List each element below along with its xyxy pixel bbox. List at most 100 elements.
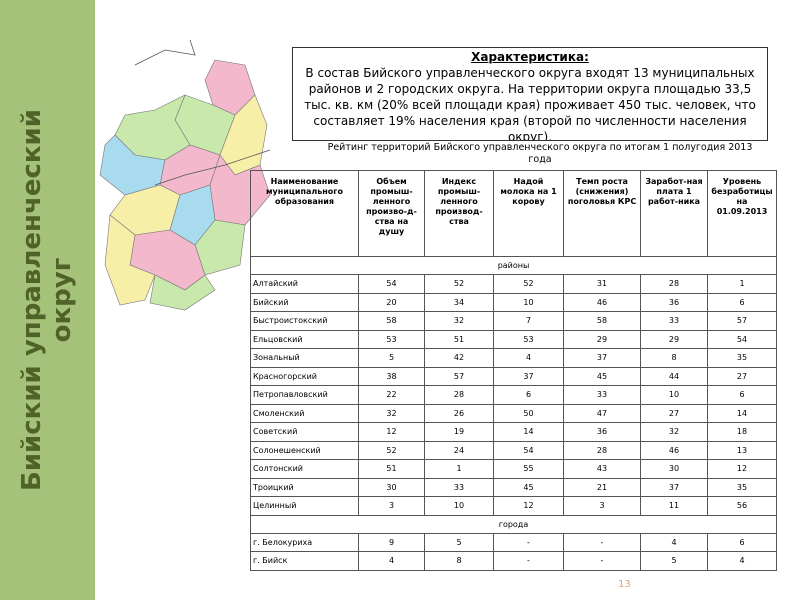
value-cell: 35 <box>707 477 777 497</box>
data-row: Троицкий 30 33 45 21 37 35 <box>250 477 777 497</box>
value-cell: 8 <box>640 348 708 368</box>
value-cell: 29 <box>640 329 708 349</box>
value-cell: 6 <box>707 292 777 312</box>
value-cell: 6 <box>493 385 564 405</box>
value-cell: 20 <box>358 292 425 312</box>
value-cell: 3 <box>563 496 641 516</box>
value-cell: 54 <box>358 274 425 294</box>
value-cell: 33 <box>563 385 641 405</box>
info-title: Характеристика: <box>471 50 589 64</box>
value-cell: 46 <box>640 440 708 460</box>
value-cell: 38 <box>358 366 425 386</box>
data-row: г. Белокуриха 9 5- -4 6 <box>250 532 777 552</box>
value-cell: 36 <box>563 422 641 442</box>
value-cell: 10 <box>640 385 708 405</box>
header-cell: Заработ-ная плата 1 работ-ника <box>640 170 708 257</box>
value-cell: 57 <box>424 366 494 386</box>
value-cell: 8 <box>424 551 494 571</box>
value-cell: 54 <box>707 329 777 349</box>
value-cell: 27 <box>640 403 708 423</box>
name-cell: Красногорский <box>250 366 359 386</box>
data-row: Бийский 20 34 10 46 36 6 <box>250 292 777 312</box>
value-cell: 26 <box>424 403 494 423</box>
value-cell: 12 <box>493 496 564 516</box>
value-cell: 10 <box>493 292 564 312</box>
data-row: Смоленский 32 26 50 47 27 14 <box>250 403 777 423</box>
data-row: Красногорский 38 57 37 45 44 27 <box>250 366 777 386</box>
header-cell: Надой молока на 1 корову <box>493 170 564 257</box>
header-cell: Уровень безработицы на 01.09.2013 <box>707 170 777 257</box>
name-cell: Солтонский <box>250 459 359 479</box>
data-row: Алтайский 54 52 52 31 28 1 <box>250 274 777 294</box>
header-cell: Индекс промыш-ленного производ-ства <box>424 170 494 257</box>
map <box>99 39 271 311</box>
value-cell: 4 <box>640 532 708 552</box>
value-cell: 4 <box>493 348 564 368</box>
value-cell: 33 <box>640 311 708 331</box>
value-cell: 47 <box>563 403 641 423</box>
value-cell: 28 <box>640 274 708 294</box>
data-row: г. Бийск 4 8- -5 4 <box>250 551 777 571</box>
name-cell: Зональный <box>250 348 359 368</box>
value-cell: 42 <box>424 348 494 368</box>
value-cell: 11 <box>640 496 708 516</box>
value-cell: 29 <box>563 329 641 349</box>
value-cell: 21 <box>563 477 641 497</box>
value-cell: 30 <box>358 477 425 497</box>
value-cell: 37 <box>493 366 564 386</box>
value-cell: 43 <box>563 459 641 479</box>
value-cell: 58 <box>358 311 425 331</box>
section-row: города <box>250 514 777 534</box>
name-cell: Смоленский <box>250 403 359 423</box>
value-cell: - <box>563 532 641 552</box>
header-cell: Наименование муниципального образования <box>250 170 359 257</box>
info-text: В состав Бийского управленческого округа… <box>304 66 756 141</box>
table-caption: Рейтинг территорий Бийского управленческ… <box>327 142 753 165</box>
data-row: Советский 12 19 14 36 32 18 <box>250 422 777 442</box>
value-cell: 32 <box>640 422 708 442</box>
section-name: города <box>250 514 777 534</box>
value-cell: - <box>493 551 564 571</box>
value-cell: 28 <box>563 440 641 460</box>
data-row: Ельцовский 53 51 53 29 29 54 <box>250 329 777 349</box>
value-cell: 51 <box>424 329 494 349</box>
data-row: Солонешенский 52 24 54 28 46 13 <box>250 440 777 460</box>
value-cell: 24 <box>424 440 494 460</box>
value-cell: 33 <box>424 477 494 497</box>
data-row: Петропавловский 22 28 6 33 10 6 <box>250 385 777 405</box>
name-cell: Петропавловский <box>250 385 359 405</box>
section-row: районы <box>250 256 777 275</box>
name-cell: г. Белокуриха <box>250 532 359 552</box>
value-cell: 12 <box>358 422 425 442</box>
value-cell: 45 <box>563 366 641 386</box>
value-cell: 34 <box>424 292 494 312</box>
header-cell: Объем промыш-ленного произво-д-ства на д… <box>358 170 425 257</box>
rating-table: Наименование муниципального образования О… <box>250 170 777 571</box>
value-cell: 52 <box>493 274 564 294</box>
value-cell: 55 <box>493 459 564 479</box>
value-cell: 45 <box>493 477 564 497</box>
name-cell: Ельцовский <box>250 329 359 349</box>
value-cell: 28 <box>424 385 494 405</box>
value-cell: 10 <box>424 496 494 516</box>
section-name: районы <box>250 256 777 275</box>
value-cell: 4 <box>707 551 777 571</box>
value-cell: 14 <box>707 403 777 423</box>
data-row: Быстроистокский 58 32 7 58 33 57 <box>250 311 777 331</box>
value-cell: - <box>493 532 564 552</box>
value-cell: 37 <box>640 477 708 497</box>
value-cell: 46 <box>563 292 641 312</box>
value-cell: 5 <box>640 551 708 571</box>
value-cell: 13 <box>707 440 777 460</box>
value-cell: - <box>563 551 641 571</box>
name-cell: г. Бийск <box>250 551 359 571</box>
value-cell: 37 <box>563 348 641 368</box>
name-cell: Солонешенский <box>250 440 359 460</box>
value-cell: 53 <box>493 329 564 349</box>
value-cell: 1 <box>707 274 777 294</box>
value-cell: 12 <box>707 459 777 479</box>
value-cell: 54 <box>493 440 564 460</box>
value-cell: 9 <box>358 532 425 552</box>
value-cell: 6 <box>707 532 777 552</box>
